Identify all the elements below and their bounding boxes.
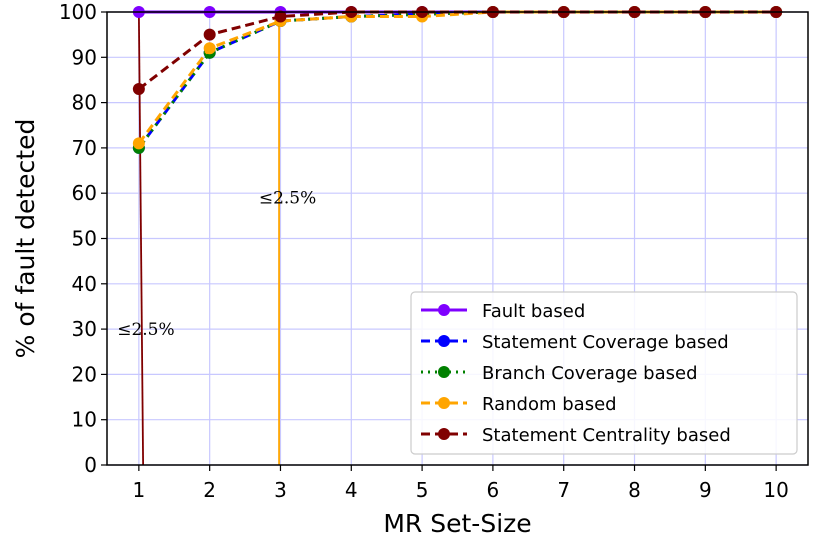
x-tick-label: 10 xyxy=(763,478,788,502)
legend-swatch-marker xyxy=(438,335,450,347)
legend-item: Branch Coverage based xyxy=(421,363,698,384)
y-tick-label: 10 xyxy=(72,408,97,432)
y-tick-label: 50 xyxy=(72,227,97,251)
series xyxy=(132,6,783,150)
y-tick-label: 0 xyxy=(84,453,97,477)
y-tick-label: 20 xyxy=(72,362,97,386)
annotation-texts: ≤2.5% ≤2.5% xyxy=(117,189,316,340)
series-line xyxy=(137,10,777,145)
legend-box xyxy=(410,291,798,455)
series-line xyxy=(137,10,777,149)
legend-item: Statement Centrality based xyxy=(421,425,731,446)
series-group xyxy=(132,6,783,154)
legend-label: Branch Coverage based xyxy=(482,363,698,384)
x-tick-label: 9 xyxy=(699,478,712,502)
y-axis-title: % of fault detected xyxy=(11,119,40,359)
legend-label: Statement Coverage based xyxy=(482,332,729,353)
legend-swatch-marker xyxy=(438,397,450,409)
x-tick-label: 6 xyxy=(487,478,500,502)
series xyxy=(132,6,783,154)
y-tick-label: 100 xyxy=(59,0,97,24)
annotation-text: ≤2.5% xyxy=(117,320,174,340)
legend-label: Fault based xyxy=(482,301,585,322)
series-line xyxy=(137,10,777,149)
data-point xyxy=(132,137,145,150)
legend-swatch-marker xyxy=(438,366,450,378)
x-tick-label: 1 xyxy=(132,478,145,502)
legend-label: Random based xyxy=(482,394,617,415)
x-tick-label: 4 xyxy=(345,478,358,502)
legend: Fault based Statement Coverage based Branc… xyxy=(410,291,798,455)
y-tick-label: 70 xyxy=(72,136,97,160)
legend-item: Statement Coverage based xyxy=(421,332,729,353)
x-tick-label: 7 xyxy=(557,478,570,502)
legend-item: Random based xyxy=(421,394,617,415)
legend-swatch-marker xyxy=(438,304,450,316)
legend-label: Statement Centrality based xyxy=(482,425,731,446)
legend-swatch-marker xyxy=(438,428,450,440)
x-tick-label: 5 xyxy=(416,478,429,502)
data-point xyxy=(274,10,287,23)
y-tick-label: 40 xyxy=(72,272,97,296)
y-tick-label: 80 xyxy=(72,91,97,115)
legend-item: Fault based xyxy=(421,301,585,322)
x-tick-label: 2 xyxy=(203,478,216,502)
data-point xyxy=(203,28,216,41)
y-tick-label: 60 xyxy=(72,181,97,205)
data-point xyxy=(132,83,145,96)
x-axis-title: MR Set-Size xyxy=(383,509,531,538)
series-line xyxy=(137,10,777,91)
x-tick-label: 8 xyxy=(628,478,641,502)
y-tick-label: 30 xyxy=(72,317,97,341)
series xyxy=(132,6,783,96)
x-tick-label: 3 xyxy=(274,478,287,502)
series xyxy=(132,6,783,154)
y-tick-label: 90 xyxy=(72,45,97,69)
annotation-text: ≤2.5% xyxy=(259,189,316,209)
data-point xyxy=(203,42,216,55)
